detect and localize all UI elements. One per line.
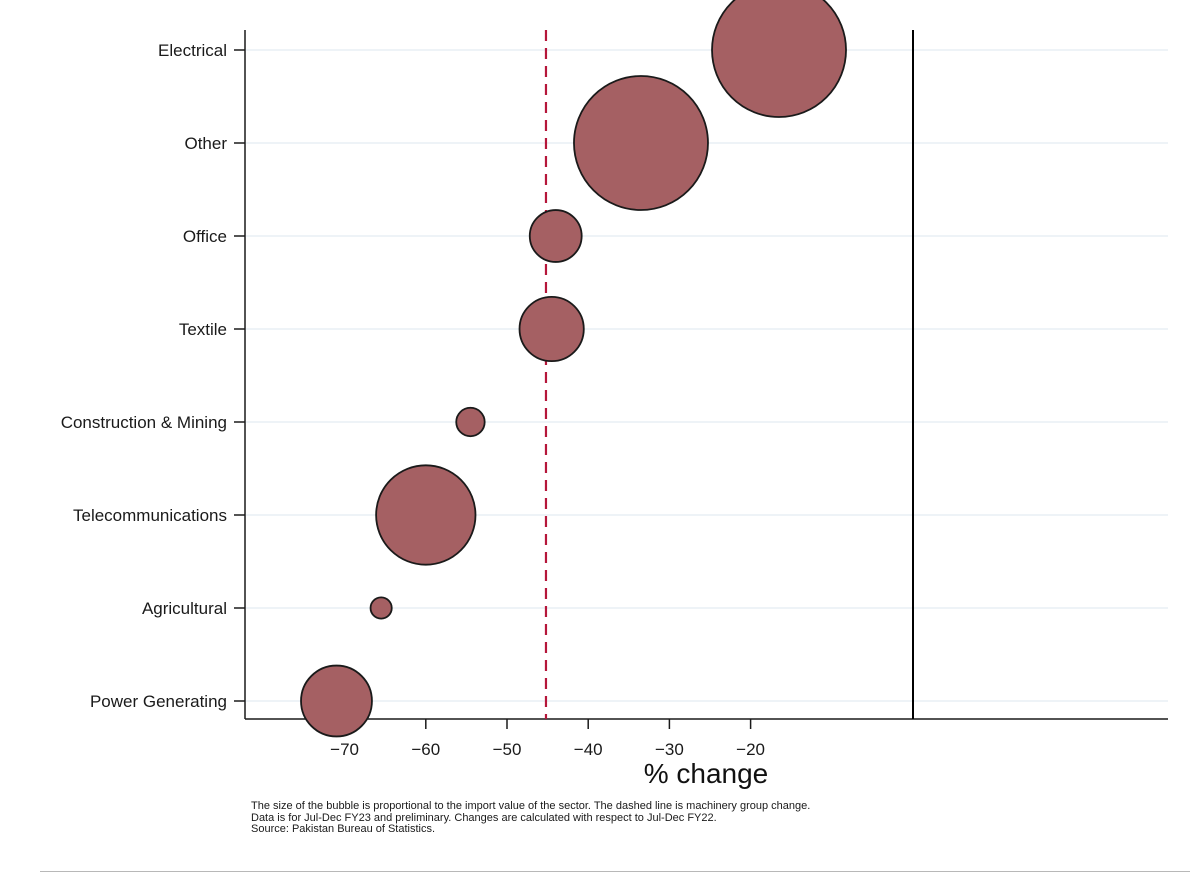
axes <box>234 30 1168 720</box>
note-line: Data is for Jul-Dec FY23 and preliminary… <box>251 811 717 824</box>
chart-notes: The size of the bubble is proportional t… <box>251 800 951 836</box>
y-tick-label: Power Generating <box>90 692 227 711</box>
bubble <box>455 406 486 438</box>
x-tick-label: −20 <box>736 740 765 759</box>
reference-lines <box>544 30 914 719</box>
y-tick-label: Other <box>184 134 227 153</box>
x-axis-ticks: −70 −60 −50 −40 −30 −20 <box>330 719 765 759</box>
y-tick-label: Textile <box>179 320 227 339</box>
note-line: Source: Pakistan Bureau of Statistics. <box>251 823 436 835</box>
bubble <box>528 209 583 263</box>
x-tick-label: −60 <box>411 740 440 759</box>
x-tick-label: −30 <box>655 740 684 759</box>
x-tick-label: −50 <box>493 740 522 759</box>
y-axis-labels: Electrical Other Office Textile Construction… <box>61 41 228 711</box>
bubble <box>375 464 477 566</box>
y-tick-label: Telecommunications <box>73 506 227 525</box>
bubbles <box>300 0 847 738</box>
y-tick-label: Electrical <box>158 41 227 60</box>
y-tick-label: Office <box>183 227 227 246</box>
bubble <box>518 295 585 363</box>
note-line: The size of the bubble is proportional t… <box>251 800 811 812</box>
bubble <box>300 664 373 738</box>
bubble <box>369 596 393 620</box>
x-axis-title: % change <box>644 758 769 789</box>
x-tick-label: −40 <box>574 740 603 759</box>
bubble <box>711 0 847 118</box>
y-tick-label: Construction & Mining <box>61 413 227 432</box>
x-tick-label: −70 <box>330 740 359 759</box>
bottom-divider <box>40 871 1190 872</box>
y-tick-label: Agricultural <box>142 599 227 618</box>
bubble <box>573 75 709 211</box>
